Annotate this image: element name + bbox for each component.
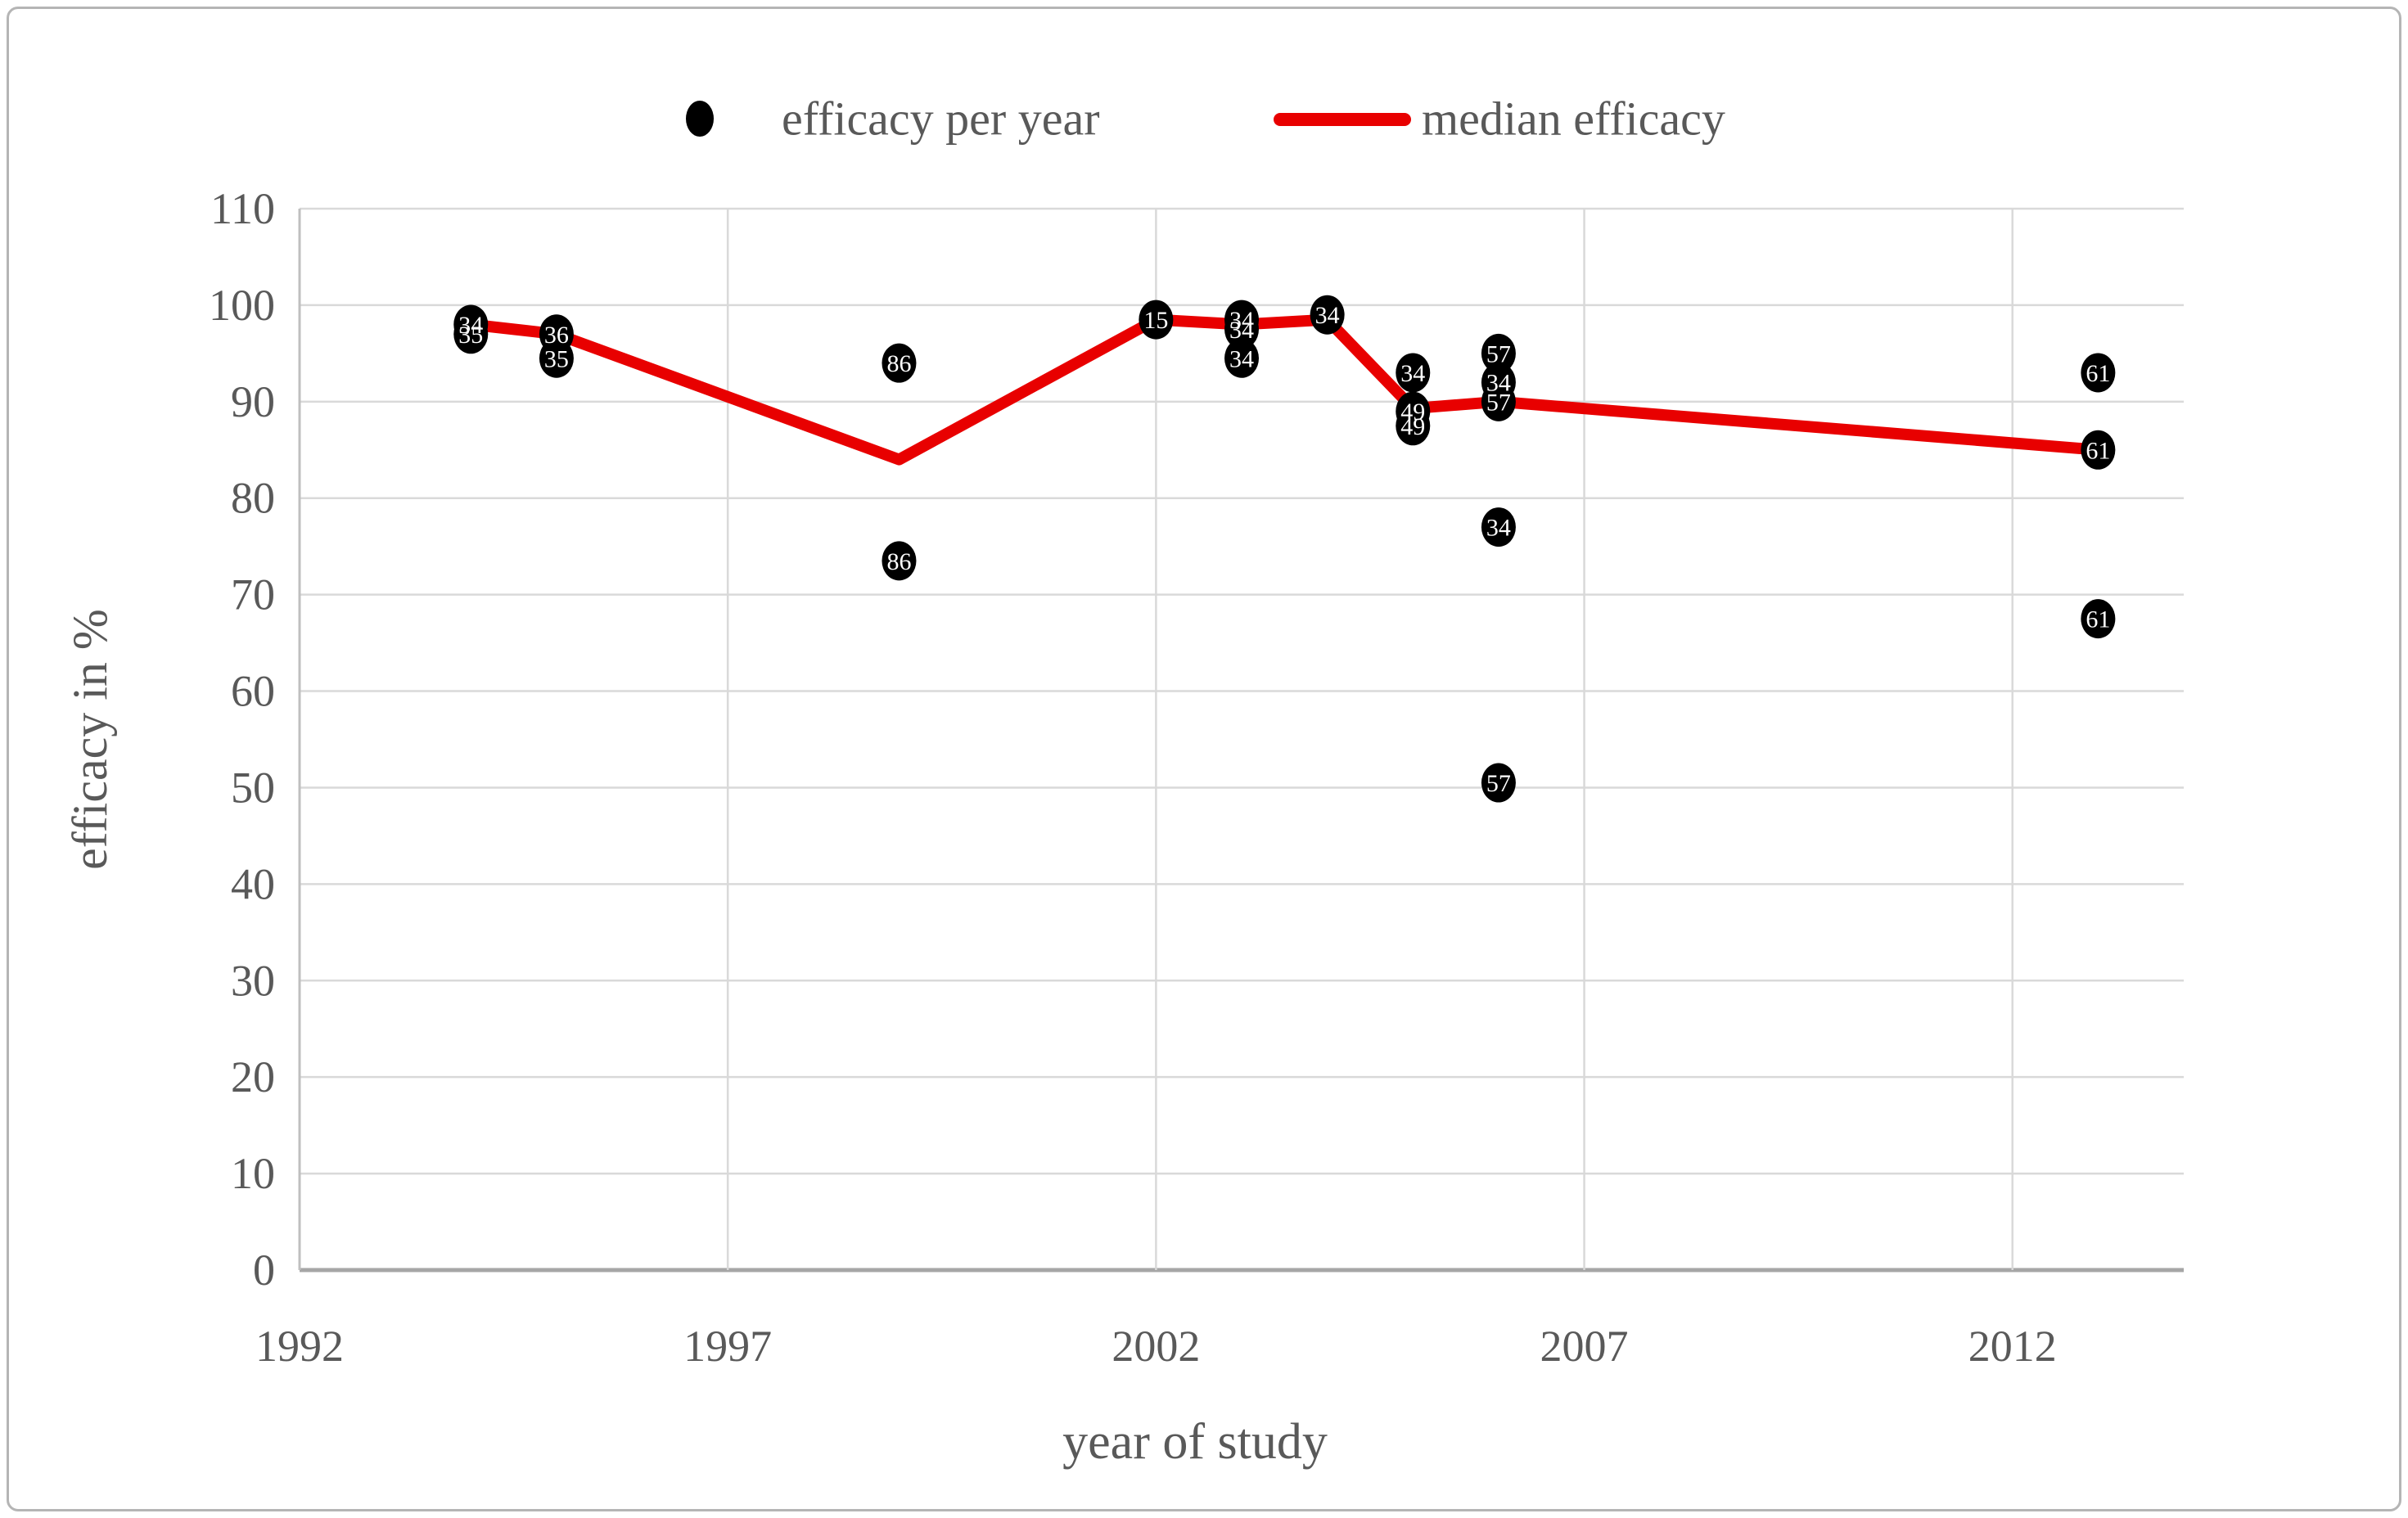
data-point: [2081, 599, 2116, 639]
data-point-label: 61: [2086, 606, 2110, 633]
x-tick-label: 2002: [1112, 1322, 1200, 1371]
data-point: [1396, 406, 1431, 446]
data-point-label: 34: [1315, 302, 1340, 329]
data-point: [882, 541, 917, 581]
y-axis-title: efficacy in %: [63, 609, 117, 870]
data-point: [2081, 430, 2116, 470]
y-tick-label: 40: [231, 859, 275, 908]
data-point-label: 34: [1400, 360, 1425, 387]
y-tick-label: 100: [209, 281, 275, 330]
data-point-label: 86: [886, 548, 911, 575]
data-point: [453, 314, 489, 354]
y-tick-label: 70: [231, 570, 275, 619]
x-axis-title: year of study: [1062, 1414, 1328, 1470]
data-point: [539, 338, 574, 378]
data-point-label: 34: [458, 312, 483, 339]
y-tick-label: 80: [231, 474, 275, 523]
legend-line-marker: [1274, 113, 1411, 126]
data-point-label: 61: [2086, 360, 2110, 387]
data-point-label: 57: [1486, 389, 1511, 416]
x-tick-label: 1992: [255, 1322, 344, 1371]
y-tick-label: 110: [210, 184, 275, 233]
y-tick-label: 0: [253, 1245, 275, 1295]
data-point: [1481, 333, 1516, 373]
data-point: [1481, 507, 1516, 547]
y-tick-label: 50: [231, 763, 275, 812]
median-efficacy-line: [465, 313, 2104, 466]
y-tick-label: 20: [231, 1052, 275, 1101]
y-tick-label: 10: [231, 1149, 275, 1198]
y-tick-label: 60: [231, 667, 275, 716]
data-point-label: 35: [458, 322, 483, 349]
legend-dot-marker: [686, 101, 714, 137]
data-point-label: 57: [1486, 770, 1511, 797]
data-point-label: 61: [2086, 437, 2110, 464]
y-tick-label: 30: [231, 956, 275, 1005]
legend-label-efficacy-per-year: efficacy per year: [782, 92, 1100, 146]
y-tick-label: 90: [231, 377, 275, 426]
data-point-label: 15: [1143, 307, 1168, 334]
data-point-label: 35: [544, 345, 569, 372]
data-point: [1481, 381, 1516, 421]
data-point-label: 86: [886, 350, 911, 377]
data-point-label: 49: [1400, 399, 1425, 426]
legend-label-median-efficacy: median efficacy: [1422, 92, 1725, 146]
x-tick-label: 1997: [683, 1322, 772, 1371]
data-point-label: 49: [1400, 413, 1425, 440]
data-point-label: 57: [1486, 340, 1511, 367]
data-point-label: 34: [1229, 307, 1254, 334]
data-point: [1310, 295, 1345, 335]
data-point-label: 34: [1229, 345, 1254, 372]
data-point-label: 34: [1229, 317, 1254, 344]
data-point: [1224, 338, 1259, 378]
figure-border: [7, 7, 2401, 1511]
data-point-label: 34: [1486, 515, 1511, 542]
x-tick-label: 2012: [1968, 1322, 2057, 1371]
data-point-label: 34: [1486, 370, 1511, 397]
data-point: [882, 343, 917, 383]
x-tick-label: 2007: [1540, 1322, 1629, 1371]
data-point: [1481, 763, 1516, 803]
data-point: [1224, 309, 1259, 349]
data-point: [1139, 300, 1174, 340]
data-point: [2081, 353, 2116, 393]
data-point: [1396, 353, 1431, 393]
data-point-label: 36: [544, 322, 569, 349]
